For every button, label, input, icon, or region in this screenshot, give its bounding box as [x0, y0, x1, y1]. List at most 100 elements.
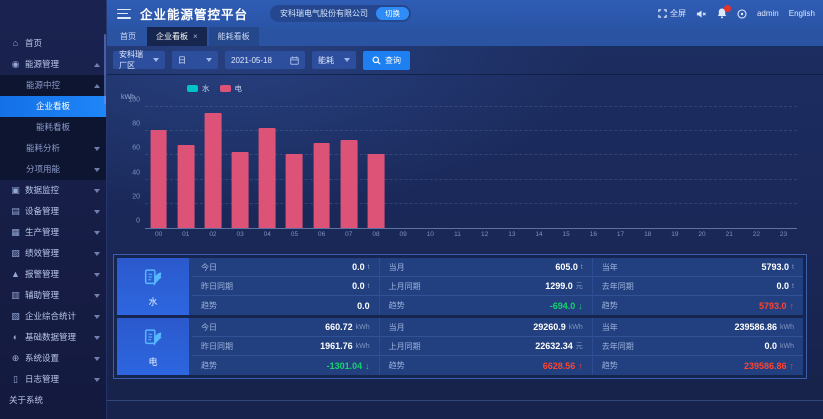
x-axis-tick: 20	[698, 231, 706, 238]
gridline	[145, 106, 797, 107]
username[interactable]: admin	[756, 9, 779, 18]
switch-company-button[interactable]: 切换	[376, 7, 410, 20]
tab-label: 企业看板	[156, 32, 188, 41]
user-button[interactable]	[737, 8, 747, 19]
y-axis-tick: 80	[132, 120, 140, 128]
metric-line: 上月同期 1299.0 元	[379, 277, 592, 296]
tab-能耗看板[interactable]: 能耗看板	[208, 27, 259, 46]
x-axis-tick: 05	[290, 231, 299, 238]
date-picker[interactable]: 2021-05-18	[225, 51, 305, 69]
sidebar-item-绩效管理[interactable]: ▨ 绩效管理	[0, 243, 106, 264]
y-axis-tick: 100	[128, 96, 140, 104]
sidebar-item-label: 系统设置	[25, 353, 60, 363]
tab-label: 能耗看板	[217, 32, 250, 41]
area-select[interactable]: 安科瑞厂区	[113, 50, 165, 70]
bottom-divider	[107, 400, 823, 419]
trend-up-arrow-icon: ↑	[578, 360, 583, 371]
sidebar-item-label: 能源管理	[25, 59, 60, 69]
x-axis-tick: 04	[263, 231, 271, 238]
sidebar-item-首页[interactable]: ⌂ 首页	[0, 33, 106, 54]
data-icon: ◐	[12, 332, 19, 342]
legend-item-电[interactable]: 电	[219, 83, 243, 94]
metric-unit: t	[367, 263, 370, 271]
trend-up-arrow-icon: ↑	[789, 300, 795, 311]
energy-type-label: 水	[148, 296, 158, 307]
sidebar-item-数据监控[interactable]: ▣ 数据监控	[0, 180, 106, 201]
sidebar-item-关于系统[interactable]: 关于系统	[0, 390, 106, 411]
chevron-up-icon	[94, 83, 100, 88]
x-axis-tick: 09	[399, 231, 407, 238]
period-select[interactable]: 日	[172, 51, 218, 69]
sidebar-item-label: 日志管理	[25, 374, 60, 384]
metric-label: 当年	[601, 322, 618, 332]
x-axis-tick: 07	[345, 231, 353, 238]
monitor-icon: ▣	[11, 185, 20, 195]
sidebar-item-系统设置[interactable]: ⊕ 系统设置	[0, 348, 106, 369]
sidebar-item-能源管理[interactable]: ◉ 能源管理	[0, 54, 106, 75]
language-switch[interactable]: English	[788, 9, 815, 18]
stats-group: 当年 5793.0 t 去年同期 0.0 t 趋势 5793.0 ↑	[591, 258, 803, 315]
metric-unit: kWh	[355, 323, 370, 331]
x-axis-tick: 00	[154, 231, 163, 238]
metric-unit: t	[367, 282, 370, 290]
filter-bar: 安科瑞厂区 日 2021-05-18 能耗	[107, 46, 823, 75]
mute-button[interactable]	[696, 9, 707, 19]
water-energy-icon	[142, 266, 164, 293]
tab-首页[interactable]: 首页	[111, 27, 145, 46]
x-axis-tick: 03	[236, 231, 244, 238]
sidebar-item-label: 企业看板	[36, 101, 71, 111]
metric-line: 当月 29260.9 kWh	[379, 318, 592, 337]
chevron-down-icon	[344, 58, 350, 62]
query-button-label: 查询	[385, 55, 401, 65]
chart-bar	[313, 143, 330, 228]
notifications-button[interactable]	[717, 5, 731, 19]
sidebar-item-分项用能[interactable]: 分项用能	[0, 159, 106, 180]
metric-label: 趋势	[601, 361, 618, 370]
stats-group: 当月 29260.9 kWh 上月同期 22632.34 元趋势 6628.56 ↑	[378, 318, 592, 375]
sidebar-item-企业综合统计[interactable]: ▧ 企业综合统计	[0, 306, 106, 327]
gridline	[145, 202, 797, 204]
notification-badge	[723, 5, 731, 12]
legend-label: 水	[202, 84, 210, 93]
sidebar-item-日志管理[interactable]: ▯ 日志管理	[0, 369, 106, 390]
fullscreen-button[interactable]: 全屏	[658, 8, 686, 19]
sidebar-item-辅助管理[interactable]: ▥ 辅助管理	[0, 285, 106, 306]
metric-label: 去年同期	[601, 341, 634, 351]
tab-企业看板[interactable]: 企业看板 ×	[147, 27, 207, 46]
x-axis-tick: 14	[535, 231, 543, 238]
type-select[interactable]: 能耗	[312, 51, 356, 69]
metric-line: 当年 5793.0 t	[592, 258, 803, 277]
metric-label: 当月	[388, 262, 405, 272]
sidebar-item-能源中控[interactable]: 能源中控	[0, 75, 106, 96]
sidebar-item-生产管理[interactable]: ▦ 生产管理	[0, 222, 106, 243]
chevron-down-icon	[94, 314, 100, 319]
speaker-mute-icon	[696, 9, 706, 18]
tab-close-icon[interactable]: ×	[193, 32, 198, 41]
sidebar-item-能耗分析[interactable]: 能耗分析	[0, 138, 106, 159]
performance-icon: ▨	[11, 248, 20, 258]
metric-value: 0.0	[352, 281, 365, 291]
sidebar-item-企业看板[interactable]: 企业看板	[0, 96, 106, 117]
sidebar-item-label: 企业综合统计	[25, 311, 77, 321]
sidebar-item-设备管理[interactable]: ▤ 设备管理	[0, 201, 106, 222]
chevron-down-icon	[94, 167, 100, 172]
metric-value: 0.0	[352, 262, 365, 272]
metric-unit: 元	[575, 343, 583, 350]
x-axis-tick: 06	[318, 231, 326, 238]
sidebar-item-label: 能耗看板	[36, 122, 71, 132]
metric-value: 239586.86	[734, 322, 777, 332]
stats-group: 今日 0.0 t 昨日同期 0.0 t 趋势 0.0	[192, 258, 379, 315]
chevron-down-icon	[94, 335, 100, 340]
metric-value: 0.0	[764, 341, 777, 351]
metric-label: 昨日同期	[201, 281, 233, 291]
x-axis-tick: 16	[589, 231, 597, 238]
query-button[interactable]: 查询	[363, 50, 410, 70]
legend-label: 电	[234, 84, 243, 93]
x-axis-tick: 10	[426, 231, 434, 238]
legend-item-水[interactable]: 水	[187, 83, 210, 94]
menu-collapse-icon[interactable]	[117, 8, 131, 20]
water-energy-icon: 水	[117, 258, 189, 315]
sidebar-item-报警管理[interactable]: ▲ 报警管理	[0, 264, 106, 285]
sidebar-item-能耗看板[interactable]: 能耗看板	[0, 117, 106, 138]
sidebar-item-基础数据管理[interactable]: ◐ 基础数据管理	[0, 327, 106, 348]
